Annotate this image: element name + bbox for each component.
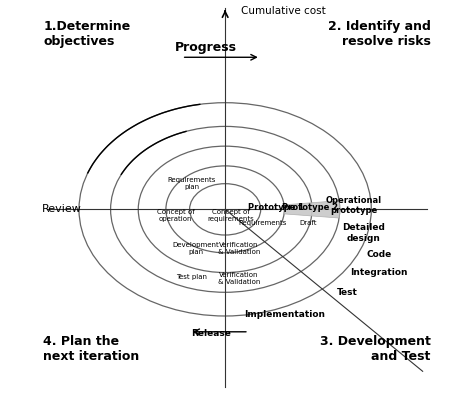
Text: Test plan: Test plan — [176, 273, 207, 280]
Text: 3. Development
and Test: 3. Development and Test — [319, 335, 430, 363]
Text: Requirements: Requirements — [238, 220, 287, 226]
Text: Test: Test — [337, 288, 358, 297]
Text: 2. Identify and
resolve risks: 2. Identify and resolve risks — [328, 20, 430, 48]
Text: Development
plan: Development plan — [172, 243, 219, 255]
Text: Verification
& Validation: Verification & Validation — [218, 272, 260, 285]
Text: Requirements
plan: Requirements plan — [167, 177, 216, 190]
Text: Concept of
operation: Concept of operation — [157, 209, 195, 222]
Text: 1.Determine
objectives: 1.Determine objectives — [44, 20, 131, 48]
Text: Verification
& Validation: Verification & Validation — [218, 243, 260, 255]
Text: 4. Plan the
next iteration: 4. Plan the next iteration — [44, 335, 140, 363]
Text: Draft: Draft — [300, 220, 317, 226]
Text: Code: Code — [366, 250, 392, 259]
Text: Detailed
design: Detailed design — [342, 223, 385, 243]
Text: Release: Release — [191, 329, 231, 338]
Text: Progress: Progress — [174, 41, 237, 54]
Text: Operational
prototype: Operational prototype — [326, 196, 382, 215]
Text: Cumulative cost: Cumulative cost — [241, 6, 326, 16]
Text: Prototype 1: Prototype 1 — [247, 203, 304, 212]
Text: Concept of
requirements: Concept of requirements — [208, 209, 255, 222]
Text: Prototype 2: Prototype 2 — [282, 203, 338, 212]
Text: Review: Review — [41, 204, 82, 214]
Text: Integration: Integration — [350, 268, 408, 277]
Text: Implementation: Implementation — [244, 310, 325, 318]
Polygon shape — [284, 201, 340, 218]
